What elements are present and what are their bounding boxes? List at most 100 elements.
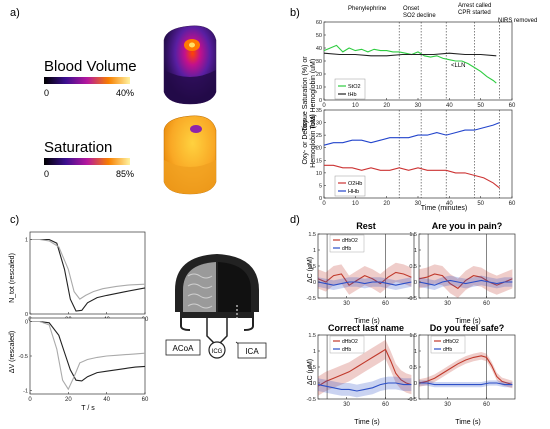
d-rest-series-dHbO2: [317, 271, 412, 286]
d-safe-ytick-label-0: 0: [414, 381, 417, 387]
b-bottom-xtick-label-0: 0: [322, 201, 326, 207]
c-bottom-series-1: [30, 320, 146, 391]
saturation-max: 85%: [116, 169, 134, 179]
b-xlabel: Time (minutes): [421, 205, 467, 212]
blood-volume-title: Blood Volume: [44, 58, 137, 75]
b-top-xtick-label-10: 10: [352, 103, 359, 109]
saturation-brain-map: [163, 115, 217, 195]
legend-hhb: HHb: [348, 189, 359, 195]
d-ylabel-bottom: ΔC (μM): [307, 359, 314, 385]
b-top-legend: StO2 tHb: [334, 78, 366, 100]
d-xlabel-pain: Time (s): [455, 318, 480, 325]
b-top-ytick-label-40: 40: [316, 46, 322, 52]
c-top-ytick-label-0: 0: [25, 312, 28, 318]
d-rest-xtick-label-30: 30: [343, 301, 350, 307]
d-legend-rest-hbo2: dHbO2: [342, 238, 358, 244]
panel-b-label: b): [290, 7, 300, 19]
d-safe-ytick-label-1.5: 1.5: [409, 333, 417, 339]
d-legend-safe-hbo2: dHbO2: [443, 339, 459, 345]
left-hemisphere-folds: [187, 273, 213, 309]
d-safe-xtick-label-30: 30: [444, 402, 451, 408]
d-rest-band-dHbO2: [318, 262, 412, 295]
b-bottom-ylabel-2: Hemoglobin (uM): [310, 114, 317, 168]
d-xlabel-name: Time (s): [354, 419, 379, 426]
d-rest-xtick-label-60: 60: [382, 301, 389, 307]
panel-a: a) Blood Volume 0 40% Saturation 0 85%: [10, 7, 217, 195]
right-hemisphere: [218, 262, 251, 312]
event-so2-decline: SO2 decline: [403, 13, 436, 19]
d-rest-series-dHb: [317, 281, 412, 286]
blood-volume-min: 0: [44, 88, 49, 98]
d-rest-ytick-label-0.5: 0.5: [308, 264, 316, 270]
icg-injection-marker: [208, 341, 226, 359]
b-top-ytick-label-10: 10: [316, 85, 322, 91]
event-phenylephrine: Phenylephrine: [348, 6, 387, 12]
b-top-ytick-label-0: 0: [319, 98, 322, 104]
b-top-ytick-label-30: 30: [316, 59, 322, 65]
b-top-ytick-label-50: 50: [316, 33, 322, 39]
c-bottom-xtick-label-40: 40: [103, 397, 110, 403]
d-safe-ytick-label-1: 1: [414, 349, 417, 355]
d-rest-ytick-label-1.5: 1.5: [308, 232, 316, 238]
event-cpr-started: CPR started: [458, 10, 491, 16]
c-bottom-xtick-label-60: 60: [142, 397, 149, 403]
b-bottom-xtick-label-50: 50: [477, 201, 484, 207]
d-rest-ytick-label-1: 1: [313, 248, 316, 254]
d-pain-band-dHbO2: [419, 264, 513, 298]
blood-volume-brain-map: [163, 25, 217, 105]
d-pain-ytick-label--0.5: -0.5: [408, 296, 417, 302]
d-safe-series-dHb: [419, 382, 513, 386]
d-name-ytick-label-1: 1: [313, 349, 316, 355]
b-bottom-ytick-label-10: 10: [316, 171, 322, 177]
d-name-ytick-label-0: 0: [313, 381, 316, 387]
chart-d-safe: 30 60 -0.5 0 0.5 1 1.5: [408, 333, 516, 408]
b-bottom-ytick-label-25: 25: [316, 133, 322, 139]
b-bottom-xtick-label-30: 30: [415, 201, 422, 207]
d-rest-ytick-label--0.5: -0.5: [307, 296, 316, 302]
chart-b-bottom: 0 10 20 30 40 50 60 0 5 10 15 20 25 30 35: [316, 108, 516, 207]
panel-c: c) 0 20 40 60 0 1 0 20 40 60 -1 -0.5 0 N_tot (resca…: [9, 214, 267, 412]
saturation-colorbar: [44, 158, 130, 165]
b-bottom-legend: O2Hb HHb: [334, 175, 366, 197]
d-legend-rest: dHbO2 dHb: [329, 234, 365, 253]
d-safe-ytick-label--0.5: -0.5: [408, 397, 417, 403]
c-top-ylabel: N_tot (rescaled): [9, 253, 16, 303]
d-title-pain: Are you in pain?: [432, 221, 503, 231]
b-bottom-ytick-label-30: 30: [316, 121, 322, 127]
d-xlabel-rest: Time (s): [354, 318, 379, 325]
c-bottom-ytick-label-0: 0: [25, 319, 28, 325]
d-rest-ytick-label-0: 0: [313, 280, 316, 286]
b-bottom-series-O2Hb: [324, 164, 500, 189]
optode-right: [243, 312, 254, 331]
b-top-xtick-label-0: 0: [322, 103, 326, 109]
left-vessel: [206, 318, 215, 344]
d-safe-ytick-label-0.5: 0.5: [409, 365, 417, 371]
b-bottom-series-HHb: [323, 122, 500, 146]
b-top-xtick-label-40: 40: [446, 103, 453, 109]
d-title-safe: Do you feel safe?: [430, 323, 505, 333]
b-bottom-xtick-label-40: 40: [446, 201, 453, 207]
d-title-rest: Rest: [356, 221, 376, 231]
d-pain-ytick-label-0.5: 0.5: [409, 264, 417, 270]
saturation-min: 0: [44, 169, 49, 179]
b-bottom-ytick-label-15: 15: [316, 158, 322, 164]
panel-c-label: c): [10, 214, 19, 226]
c-bottom-axes: [29, 317, 146, 395]
legend-sto2: StO2: [348, 84, 361, 90]
acoa-label: ACoA: [173, 344, 195, 353]
blood-volume-max: 40%: [116, 88, 134, 98]
panel-d-label: d): [290, 214, 300, 226]
ica-label: ICA: [245, 347, 259, 356]
c-top-ytick-label-1: 1: [25, 237, 28, 243]
b-bottom-xtick-label-60: 60: [509, 201, 516, 207]
d-pain-series-dHbO2: [418, 273, 513, 290]
c-top-axes: [29, 231, 146, 315]
lln-annotation: <LLN: [451, 63, 466, 69]
b-bottom-ytick-label-35: 35: [316, 108, 322, 114]
d-name-ytick-label-1.5: 1.5: [308, 333, 316, 339]
b-top-xtick-label-30: 30: [415, 103, 422, 109]
b-bottom-ytick-label-0: 0: [319, 196, 322, 202]
c-top-series-0: [30, 238, 146, 312]
d-legend-safe: dHbO2 dHb: [430, 335, 466, 354]
